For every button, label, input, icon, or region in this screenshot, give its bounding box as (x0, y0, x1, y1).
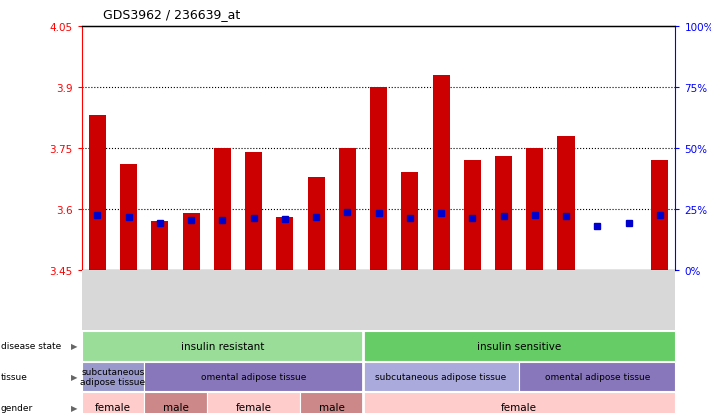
Bar (151, 222, 169, 271)
Bar (526, 149, 543, 271)
Bar (308, 177, 325, 271)
Bar (464, 161, 481, 271)
Text: insulin resistant: insulin resistant (181, 341, 264, 351)
Text: ▶: ▶ (71, 372, 77, 381)
Bar (557, 137, 574, 271)
Bar (495, 157, 512, 271)
Bar (277, 218, 294, 271)
Bar (183, 214, 200, 271)
Text: disease state: disease state (1, 342, 61, 351)
Text: ▶: ▶ (71, 403, 77, 412)
Text: female: female (235, 402, 272, 412)
Text: subcutaneous
adipose tissue: subcutaneous adipose tissue (80, 367, 146, 386)
Bar (214, 149, 231, 271)
Text: female: female (501, 402, 538, 412)
Bar (651, 161, 668, 271)
Text: female: female (95, 402, 131, 412)
Bar (89, 116, 106, 271)
Bar (120, 165, 137, 271)
Text: gender: gender (1, 403, 33, 412)
Bar (245, 153, 262, 271)
Text: subcutaneous adipose tissue: subcutaneous adipose tissue (375, 372, 507, 381)
Text: GDS3962 / 236639_at: GDS3962 / 236639_at (103, 8, 240, 21)
Bar (338, 149, 356, 271)
Text: insulin sensitive: insulin sensitive (477, 341, 562, 351)
Bar (370, 88, 387, 271)
Text: tissue: tissue (1, 372, 28, 381)
Bar (401, 173, 419, 271)
Text: omental adipose tissue: omental adipose tissue (201, 372, 306, 381)
Text: male: male (319, 402, 345, 412)
Text: omental adipose tissue: omental adipose tissue (545, 372, 650, 381)
Text: male: male (163, 402, 188, 412)
Text: ▶: ▶ (71, 342, 77, 351)
Bar (432, 76, 449, 271)
